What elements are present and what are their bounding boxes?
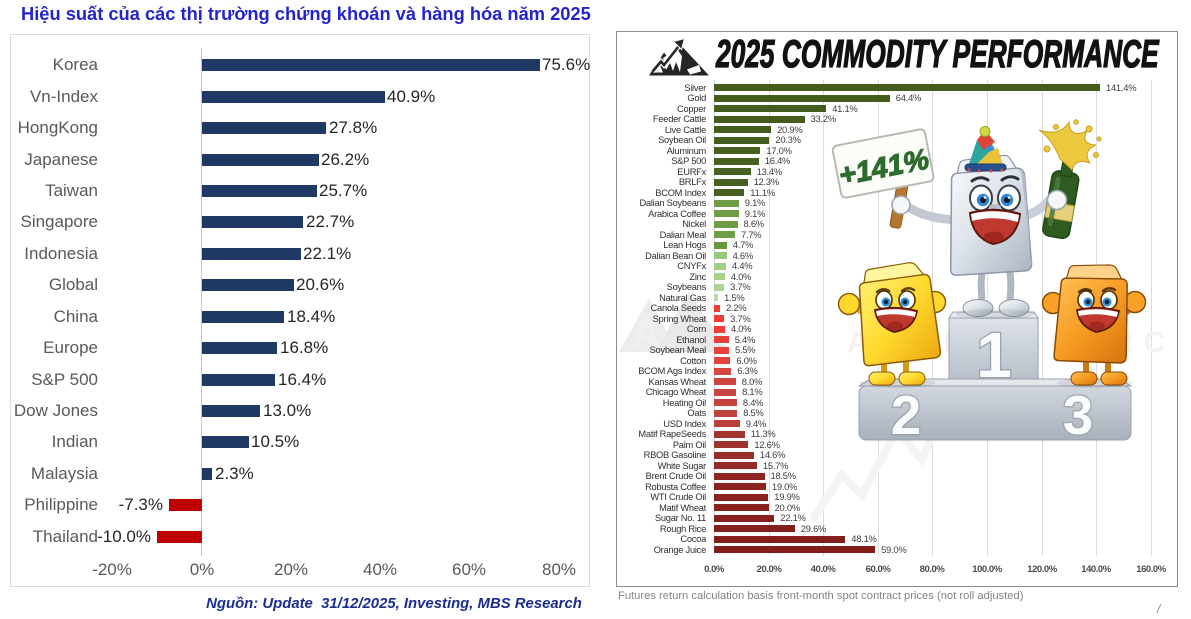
svg-text:2: 2 — [891, 384, 922, 446]
svg-text:A: A — [631, 310, 661, 357]
svg-text:1: 1 — [976, 319, 1012, 391]
svg-text:3: 3 — [1063, 384, 1094, 446]
